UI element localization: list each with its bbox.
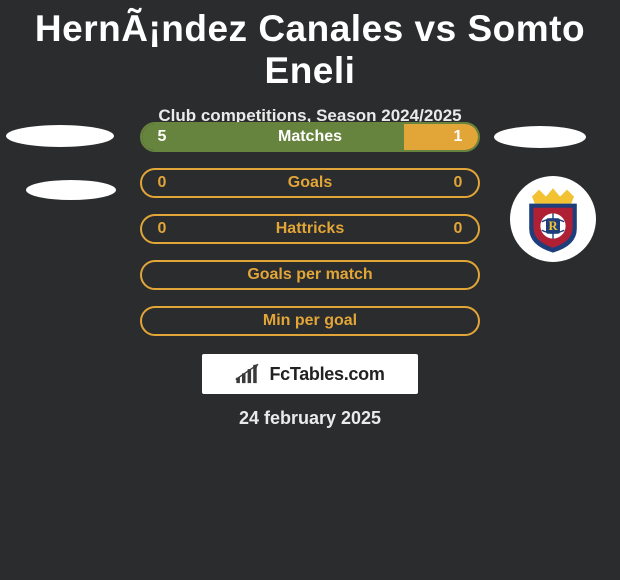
player-right-marker [494,126,586,148]
attribution-text: FcTables.com [269,364,384,385]
stat-value-left: 0 [142,220,182,238]
stat-row: 5Matches1 [140,122,480,152]
attribution-badge: FcTables.com [202,354,418,394]
stat-label: Hattricks [182,220,438,238]
club-badge-svg: R [518,184,588,254]
stat-label: Matches [182,128,438,146]
page-title: HernÃ¡ndez Canales vs Somto Eneli [0,0,620,92]
comparison-rows: 5Matches10Goals00Hattricks0Goals per mat… [140,122,480,352]
stat-label: Min per goal [182,312,438,330]
stat-value-right: 1 [438,128,478,146]
stat-row: 0Hattricks0 [140,214,480,244]
stat-value-right: 0 [438,220,478,238]
chart-icon [235,363,263,385]
date-text: 24 february 2025 [0,408,620,429]
player-left-marker-1 [26,180,116,200]
stat-label: Goals per match [182,266,438,284]
club-badge: R [510,176,596,262]
stat-label: Goals [182,174,438,192]
stat-row: Min per goal [140,306,480,336]
stat-row: 0Goals0 [140,168,480,198]
player-left-marker-0 [6,125,114,147]
svg-text:R: R [548,219,558,233]
stat-value-left: 0 [142,174,182,192]
stat-value-right: 0 [438,174,478,192]
stat-row: Goals per match [140,260,480,290]
stat-value-left: 5 [142,128,182,146]
